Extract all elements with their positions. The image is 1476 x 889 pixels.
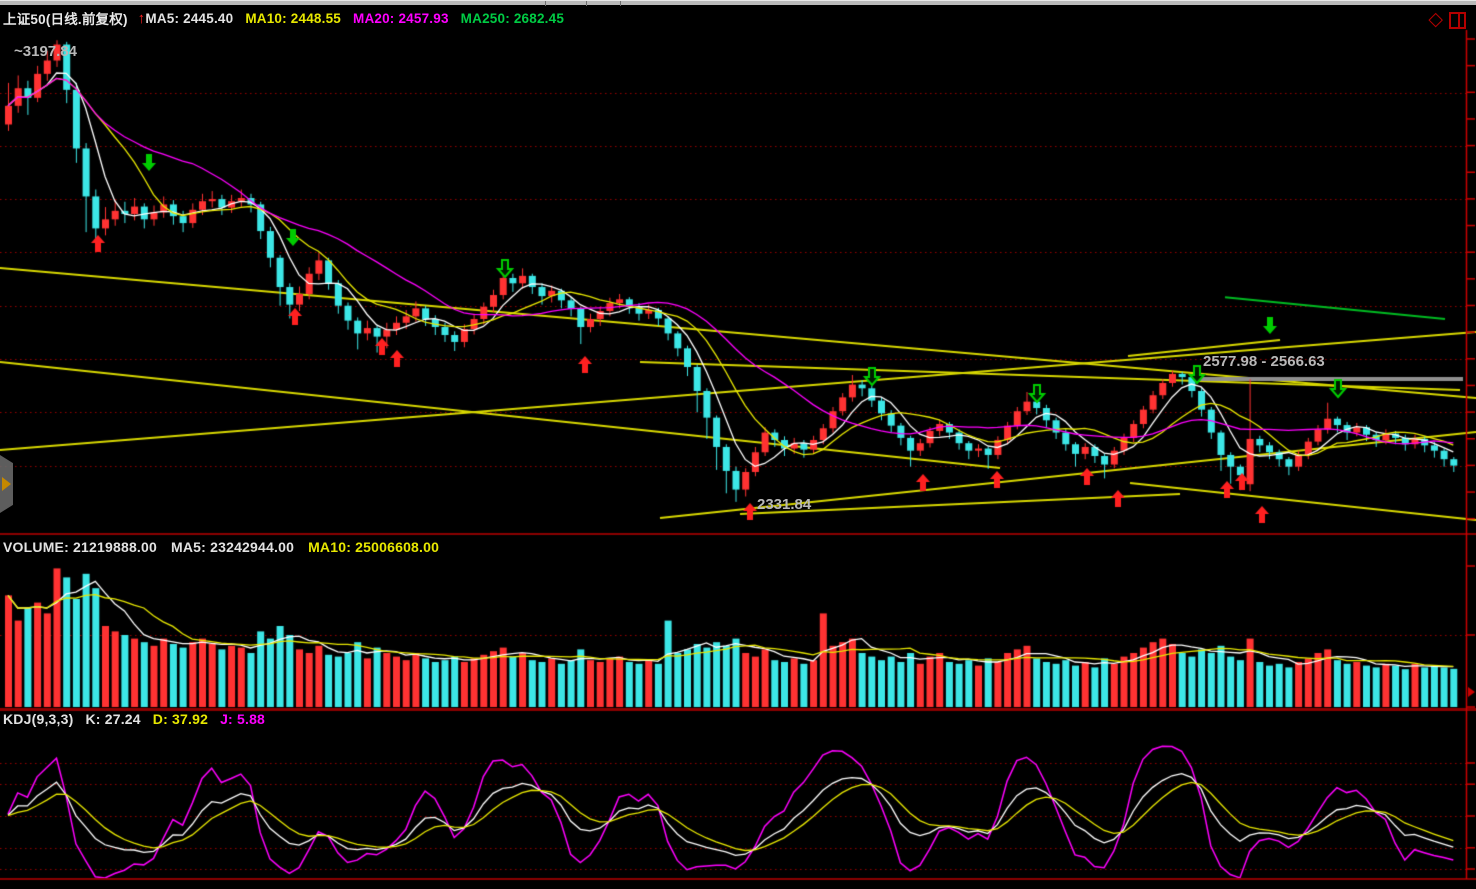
kdj-k-value: K: 27.24 — [85, 711, 141, 727]
expand-arrow-icon — [2, 477, 11, 491]
volume-value: VOLUME: 21219888.00 — [3, 539, 157, 555]
chart-title: 上证50(日线.前复权) — [3, 12, 128, 27]
ma5-legend: MA5: 2445.40 — [145, 10, 234, 26]
ma250-legend: MA250: 2682.45 — [460, 10, 565, 26]
kdj-j-value: J: 5.88 — [220, 711, 266, 727]
diamond-icon[interactable]: ◇ — [1428, 9, 1443, 30]
kdj-d-value: D: 37.92 — [152, 711, 209, 727]
kdj-label: KDJ(9,3,3) — [3, 711, 74, 727]
peak-price-annotation: ~3197.84 — [14, 43, 77, 60]
titlebar-divider — [545, 1, 546, 6]
up-trend-arrow-icon: ↑ — [137, 9, 146, 27]
volume-ma10: MA10: 25006608.00 — [308, 539, 440, 555]
split-window-icon[interactable] — [1449, 11, 1466, 29]
titlebar-divider — [586, 1, 587, 6]
ma10-legend: MA10: 2448.55 — [245, 10, 341, 26]
range-measure-annotation: 2577.98 - 2566.63 — [1203, 353, 1325, 370]
panel-expand-handle[interactable] — [0, 455, 13, 513]
window-titlebar-sliver[interactable] — [0, 0, 1476, 6]
ma20-legend: MA20: 2457.93 — [353, 10, 449, 26]
corner-toolbar: ◇ — [1428, 9, 1466, 30]
volume-pane-header: VOLUME: 21219888.00 MA5: 23242944.00 MA1… — [3, 539, 439, 555]
kdj-pane-header: KDJ(9,3,3) K: 27.24 D: 37.92 J: 5.88 — [3, 711, 265, 727]
titlebar-divider — [620, 1, 621, 6]
volume-ma5: MA5: 23242944.00 — [171, 539, 295, 555]
main-chart-header: 上证50(日线.前复权) ↑ MA5: 2445.40 MA10: 2448.5… — [3, 8, 564, 28]
low-price-annotation: 2331.84 — [757, 496, 812, 513]
